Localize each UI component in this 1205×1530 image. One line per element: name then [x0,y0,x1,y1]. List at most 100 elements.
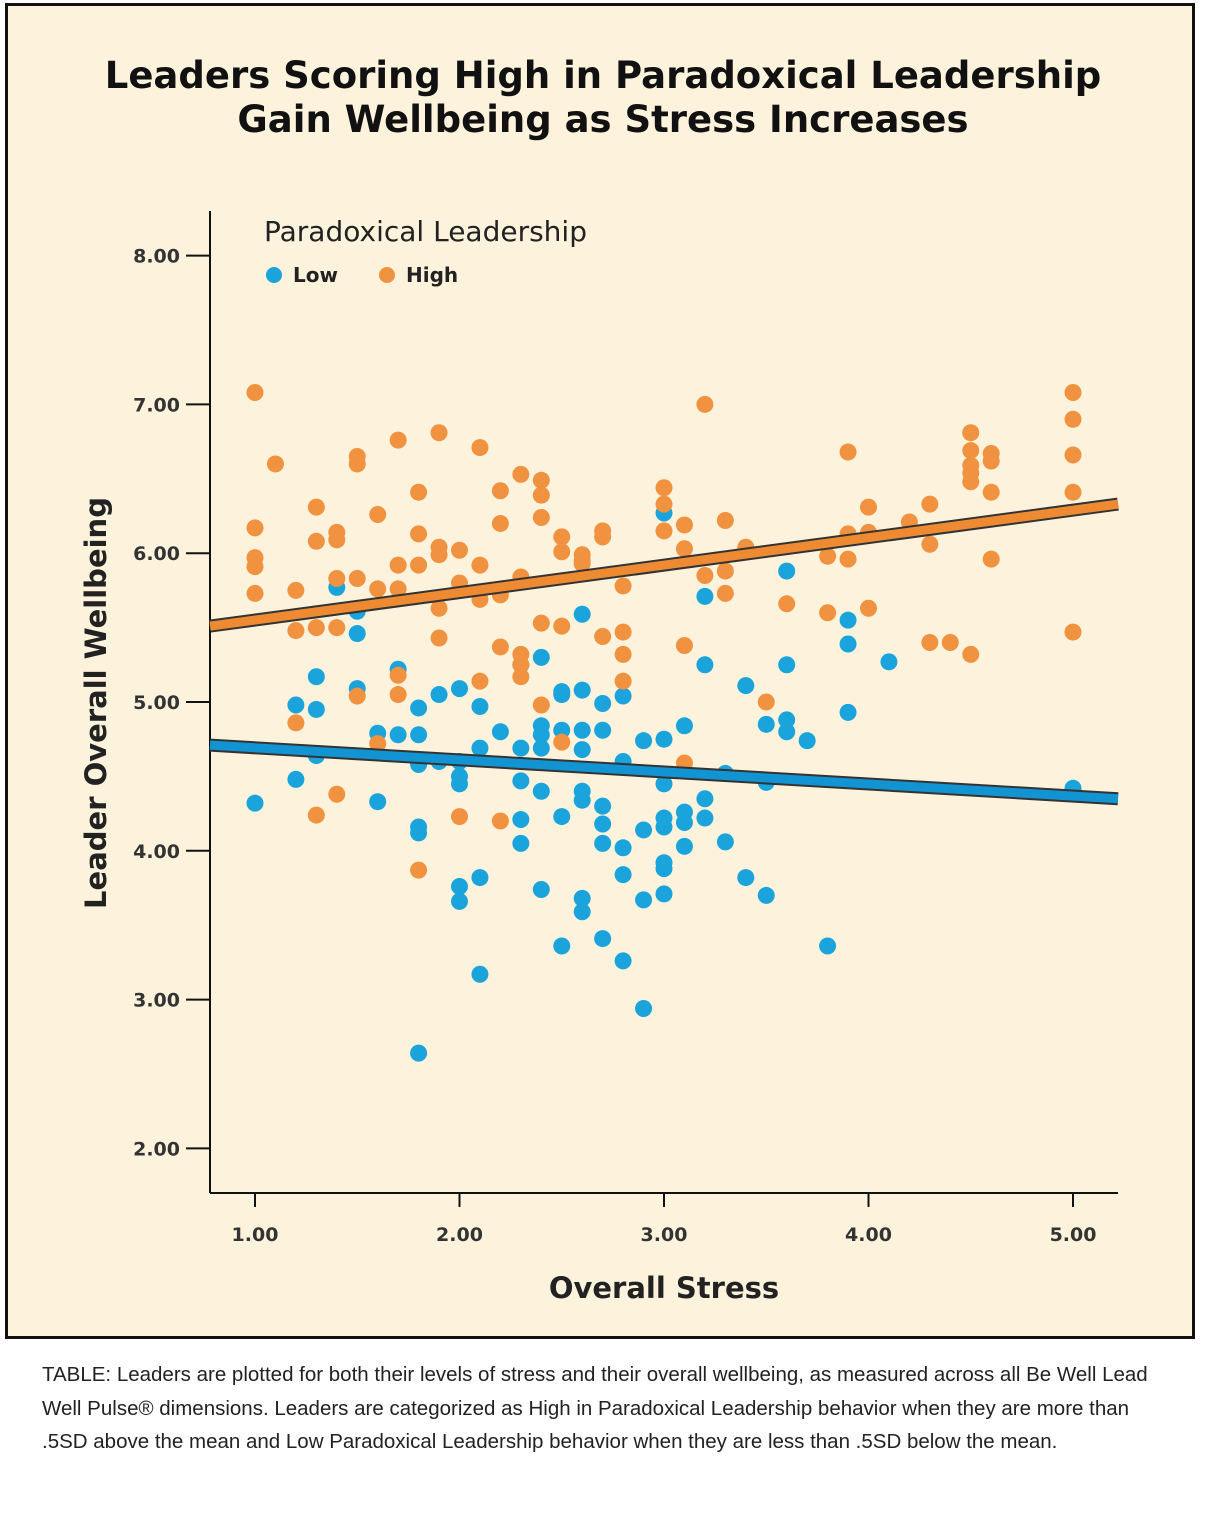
figure-panel: Leaders Scoring High in Paradoxical Lead… [5,3,1195,1339]
point-high [941,633,959,651]
point-low [553,937,571,955]
legend-label-low: Low [293,263,338,287]
y-tick-label: 2.00 [133,1138,180,1160]
legend-label-high: High [406,263,458,287]
point-low [573,605,591,623]
chart-title: Leaders Scoring High in Paradoxical Lead… [8,54,1198,142]
point-high [1064,446,1082,464]
figure-caption: TABLE: Leaders are plotted for both thei… [42,1363,1148,1453]
legend-title: Paradoxical Leadership [264,215,587,248]
point-low [410,699,428,717]
point-high [389,686,407,704]
point-high [553,543,571,561]
point-low [716,833,734,851]
fit-line-low [209,738,1119,806]
point-low [655,818,673,836]
point-low [778,711,796,729]
point-low [594,815,612,833]
point-high [328,785,346,803]
point-low [655,775,673,793]
point-low [471,869,489,887]
point-low [287,696,305,714]
point-low [614,866,632,884]
point-high [860,498,878,516]
point-high [532,486,550,504]
point-high [491,514,509,532]
point-low [696,656,714,674]
point-low [635,891,653,909]
point-high [512,668,530,686]
y-tick-label: 5.00 [133,692,180,714]
point-high [266,455,284,473]
chart-title-line-1: Leaders Scoring High in Paradoxical Lead… [104,54,1102,97]
point-high [471,672,489,690]
point-low [696,809,714,827]
point-low [737,869,755,887]
point-high [369,735,387,753]
point-low [532,726,550,744]
point-high [491,638,509,656]
point-low [573,741,591,759]
point-high [696,395,714,413]
y-tick-label: 3.00 [133,990,180,1012]
point-high [655,495,673,513]
point-low [839,635,857,653]
point-high [307,806,325,824]
point-high [348,455,366,473]
point-high [675,636,693,654]
point-high [962,442,980,460]
x-tick-label: 4.00 [845,1224,892,1246]
scatter-plot: 2.00 3.00 4.00 5.00 6.00 7.00 8.00 1.00 2.00 3.0… [79,211,1119,1305]
point-high [553,528,571,546]
y-axis-ticks: 2.00 3.00 4.00 5.00 6.00 7.00 8.00 [133,246,210,1160]
point-high [348,687,366,705]
x-tick-label: 2.00 [436,1224,483,1246]
point-low [594,797,612,815]
x-axis-ticks: 1.00 2.00 3.00 4.00 5.00 [232,1193,1096,1246]
point-low [573,889,591,907]
point-high [246,584,264,602]
point-low [471,739,489,757]
point-high [471,556,489,574]
point-low [410,726,428,744]
point-low [819,937,837,955]
point-low [573,903,591,921]
point-low [696,587,714,605]
point-low [573,721,591,739]
point-low [655,885,673,903]
point-high [1064,410,1082,428]
point-low [757,886,775,904]
point-high [1064,483,1082,501]
point-low [614,839,632,857]
point-low [512,739,530,757]
axes: 2.00 3.00 4.00 5.00 6.00 7.00 8.00 1.00 2.00 3.0… [133,211,1118,1246]
point-low [675,837,693,855]
point-low [512,834,530,852]
point-high [410,483,428,501]
point-low [287,770,305,788]
point-low [839,611,857,629]
y-tick-label: 7.00 [133,394,180,416]
point-low [532,880,550,898]
point-high [819,547,837,565]
point-high [410,556,428,574]
point-high [982,483,1000,501]
point-low [757,715,775,733]
point-low [655,860,673,878]
point-low [471,965,489,983]
point-high [757,693,775,711]
point-high [450,808,468,826]
chart-title-line-2: Gain Wellbeing as Stress Increases [237,98,969,141]
x-tick-label: 1.00 [232,1224,279,1246]
point-high [512,656,530,674]
point-high [348,570,366,588]
y-tick-label: 4.00 [133,841,180,863]
point-high [655,522,673,540]
point-low [778,562,796,580]
point-high [594,628,612,646]
point-low [532,782,550,800]
point-high [921,535,939,553]
point-high [716,584,734,602]
point-high [614,623,632,641]
point-high [553,617,571,635]
